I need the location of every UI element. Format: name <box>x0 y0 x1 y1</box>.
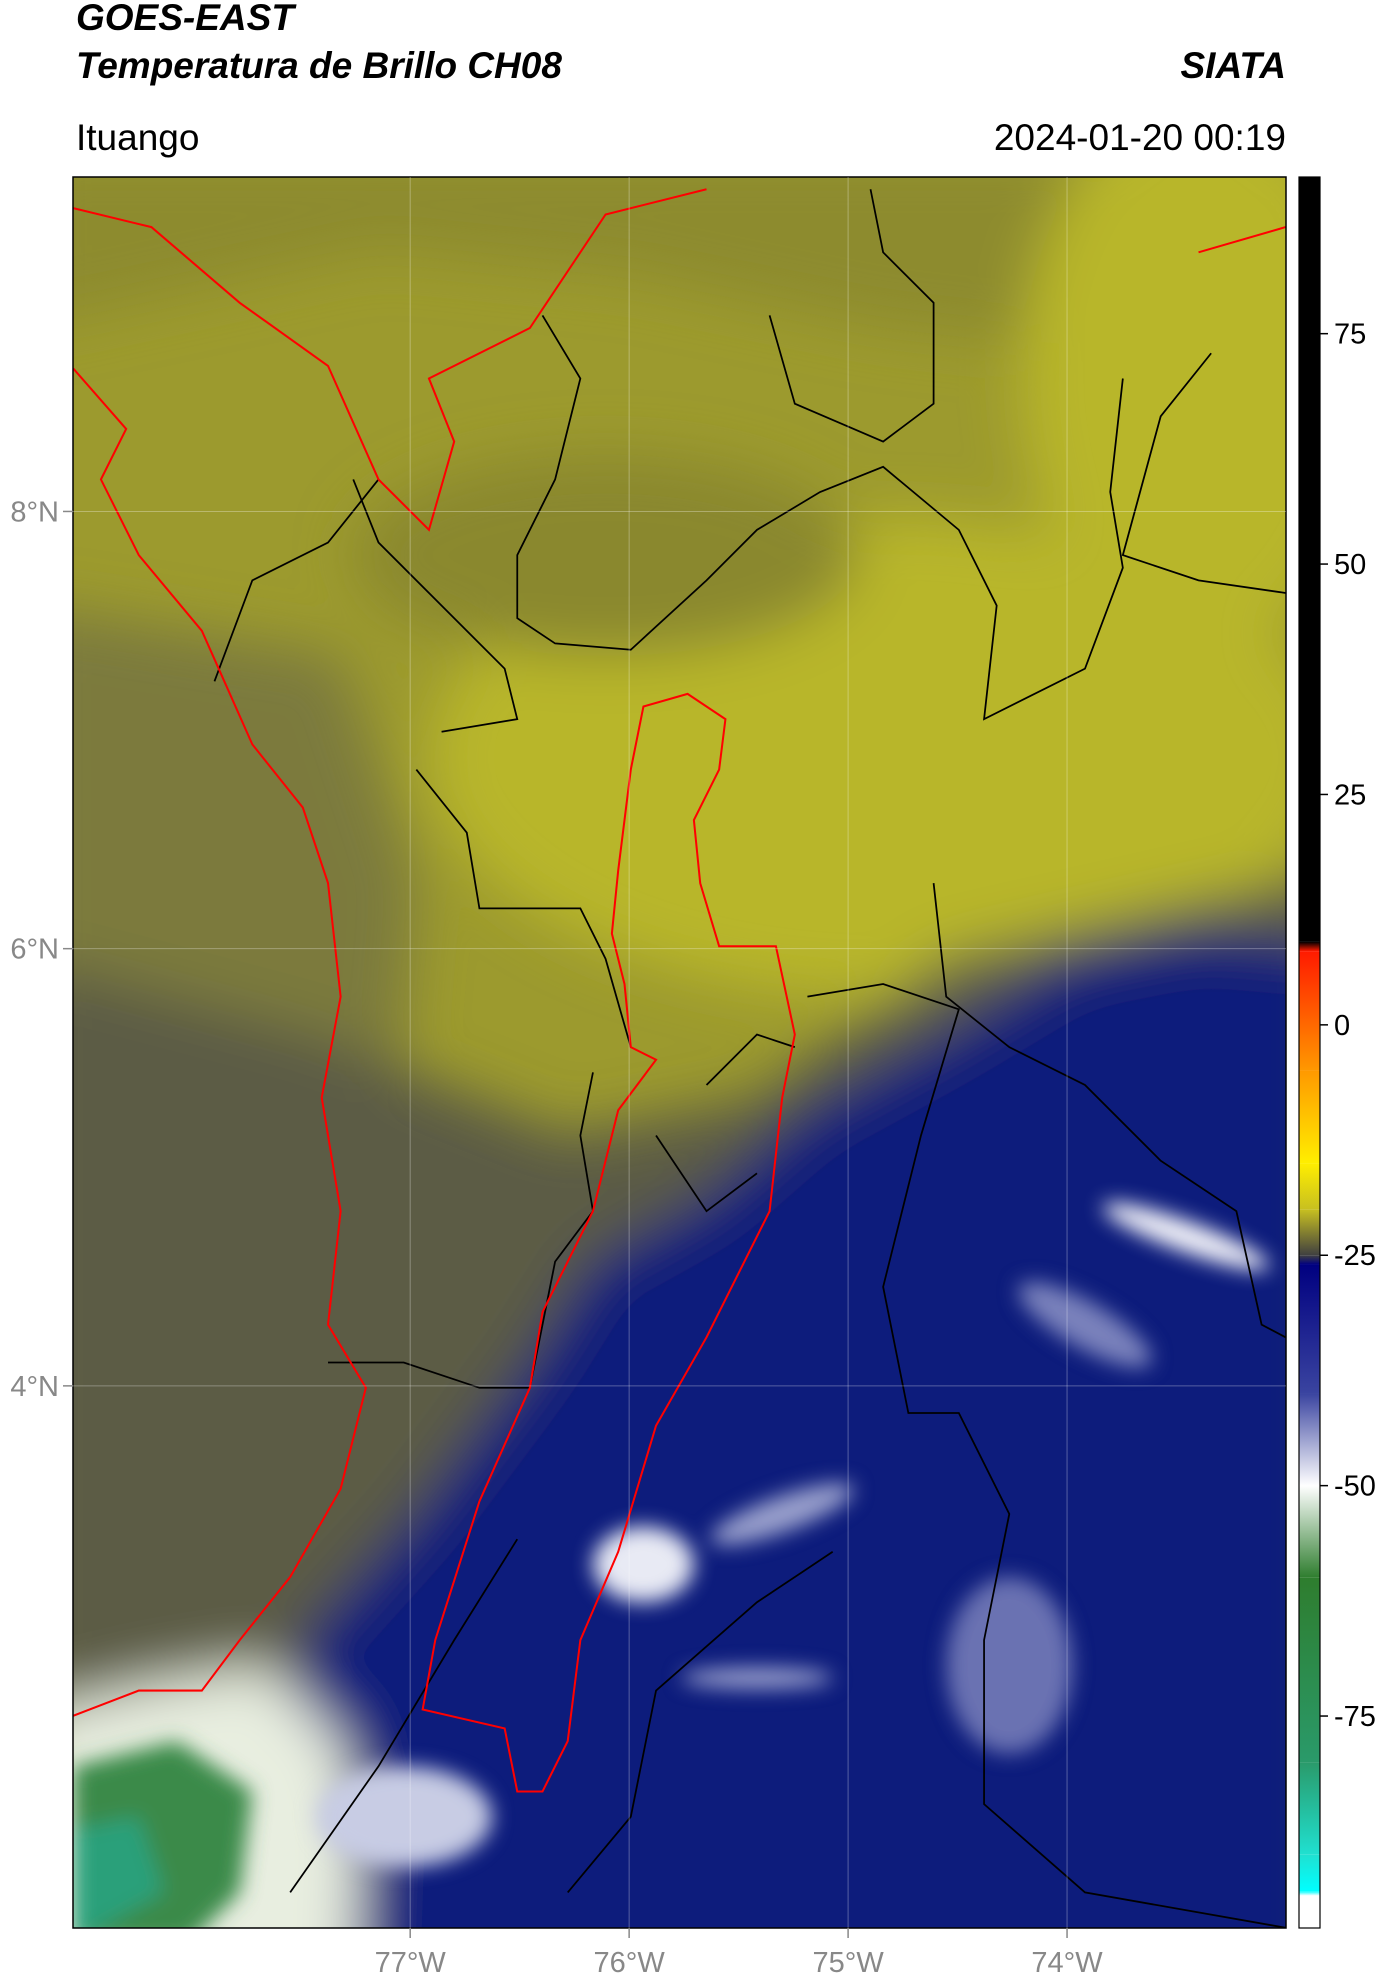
colorbar-tick-label: 75 <box>1334 319 1366 351</box>
colorbar-segment <box>1299 1854 1320 1892</box>
map <box>73 176 1286 1928</box>
borders <box>213 189 1286 1928</box>
datetime: 2024-01-20 00:19 <box>994 117 1286 158</box>
colorbar-segment <box>1299 1485 1320 1578</box>
colorbar-segment <box>1299 1895 1320 1928</box>
colorbar-segment <box>1299 1070 1320 1164</box>
map-frame <box>72 176 1287 1929</box>
location: Ituango <box>76 117 199 158</box>
colorbar-tick-label: 25 <box>1334 779 1366 811</box>
title: GOES-EAST <box>76 0 297 38</box>
x-tick-label: 75°W <box>812 1947 884 1979</box>
y-tick-label: 4°N <box>10 1371 59 1403</box>
colorbar-segment <box>1299 1264 1320 1394</box>
colorbar-segment <box>1299 941 1320 952</box>
colorbar-segment <box>1299 1163 1320 1210</box>
y-tick-label: 8°N <box>10 496 59 528</box>
x-tick-label: 74°W <box>1031 1947 1103 1979</box>
colorbar-tick-label: -25 <box>1334 1240 1376 1272</box>
x-tick-label: 77°W <box>375 1947 447 1979</box>
x-tick-label: 76°W <box>594 1947 666 1979</box>
colorbar-tick-label: 0 <box>1334 1010 1350 1042</box>
colorbar-tick-label: 50 <box>1334 549 1366 581</box>
agency: SIATA <box>1180 45 1286 86</box>
title: Temperatura de Brillo CH08 <box>76 45 562 86</box>
colorbar-segment <box>1299 1209 1320 1256</box>
colorbar-segment <box>1299 951 1320 1071</box>
colorbar-segment <box>1299 1393 1320 1486</box>
colorbar-segment <box>1299 1255 1320 1265</box>
colorbar-segment <box>1299 1891 1320 1896</box>
colorbar-segment <box>1299 1577 1320 1763</box>
colorbar-frame <box>1298 176 1321 1929</box>
y-tick-label: 6°N <box>10 934 59 966</box>
colorbar-segment <box>1299 177 1320 942</box>
coastline-and-basin <box>73 188 1286 1793</box>
colorbar-tick-label: -50 <box>1334 1471 1376 1503</box>
colorbar-segment <box>1299 1762 1320 1855</box>
colorbar-tick-label: -75 <box>1334 1701 1376 1733</box>
cold-cloud-tops <box>73 1203 1270 1928</box>
